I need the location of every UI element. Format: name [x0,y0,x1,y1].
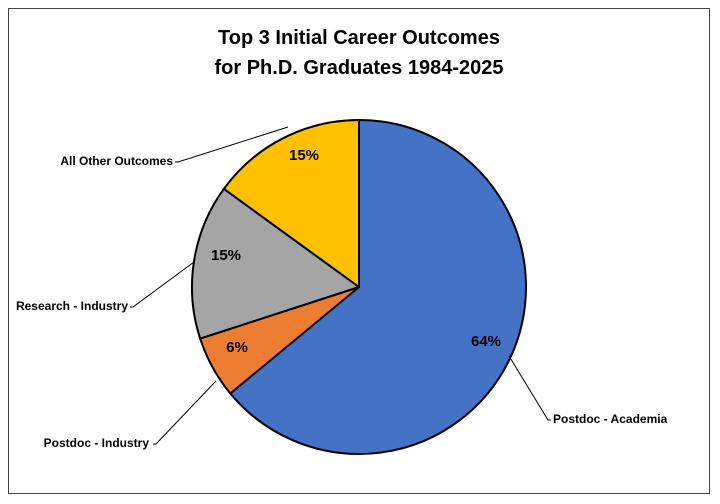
pie-slice-all-other-outcomes [222,119,360,288]
category-label-postdoc-academia: Postdoc - Academia [553,412,668,426]
chart-title-line-2: for Ph.D. Graduates 1984-2025 [214,57,504,79]
category-label-all-other-outcomes: All Other Outcomes [60,154,173,168]
data-label-postdoc-industry: 6% [226,339,248,356]
leader-line-all-other-outcomes [175,126,289,163]
leader-line-postdoc-academia [508,355,551,421]
data-label-postdoc-academia: 64% [471,333,501,350]
pie-slice-research-industry [190,187,360,340]
chart-title-line-1: Top 3 Initial Career Outcomes [218,27,500,49]
leader-line-postdoc-industry [153,380,217,445]
data-label-research-industry: 15% [211,247,241,264]
data-label-all-other-outcomes: 15% [289,147,319,164]
category-label-research-industry: Research - Industry [16,299,128,313]
leader-line-research-industry [130,261,195,308]
category-label-postdoc-industry: Postdoc - Industry [44,436,150,450]
